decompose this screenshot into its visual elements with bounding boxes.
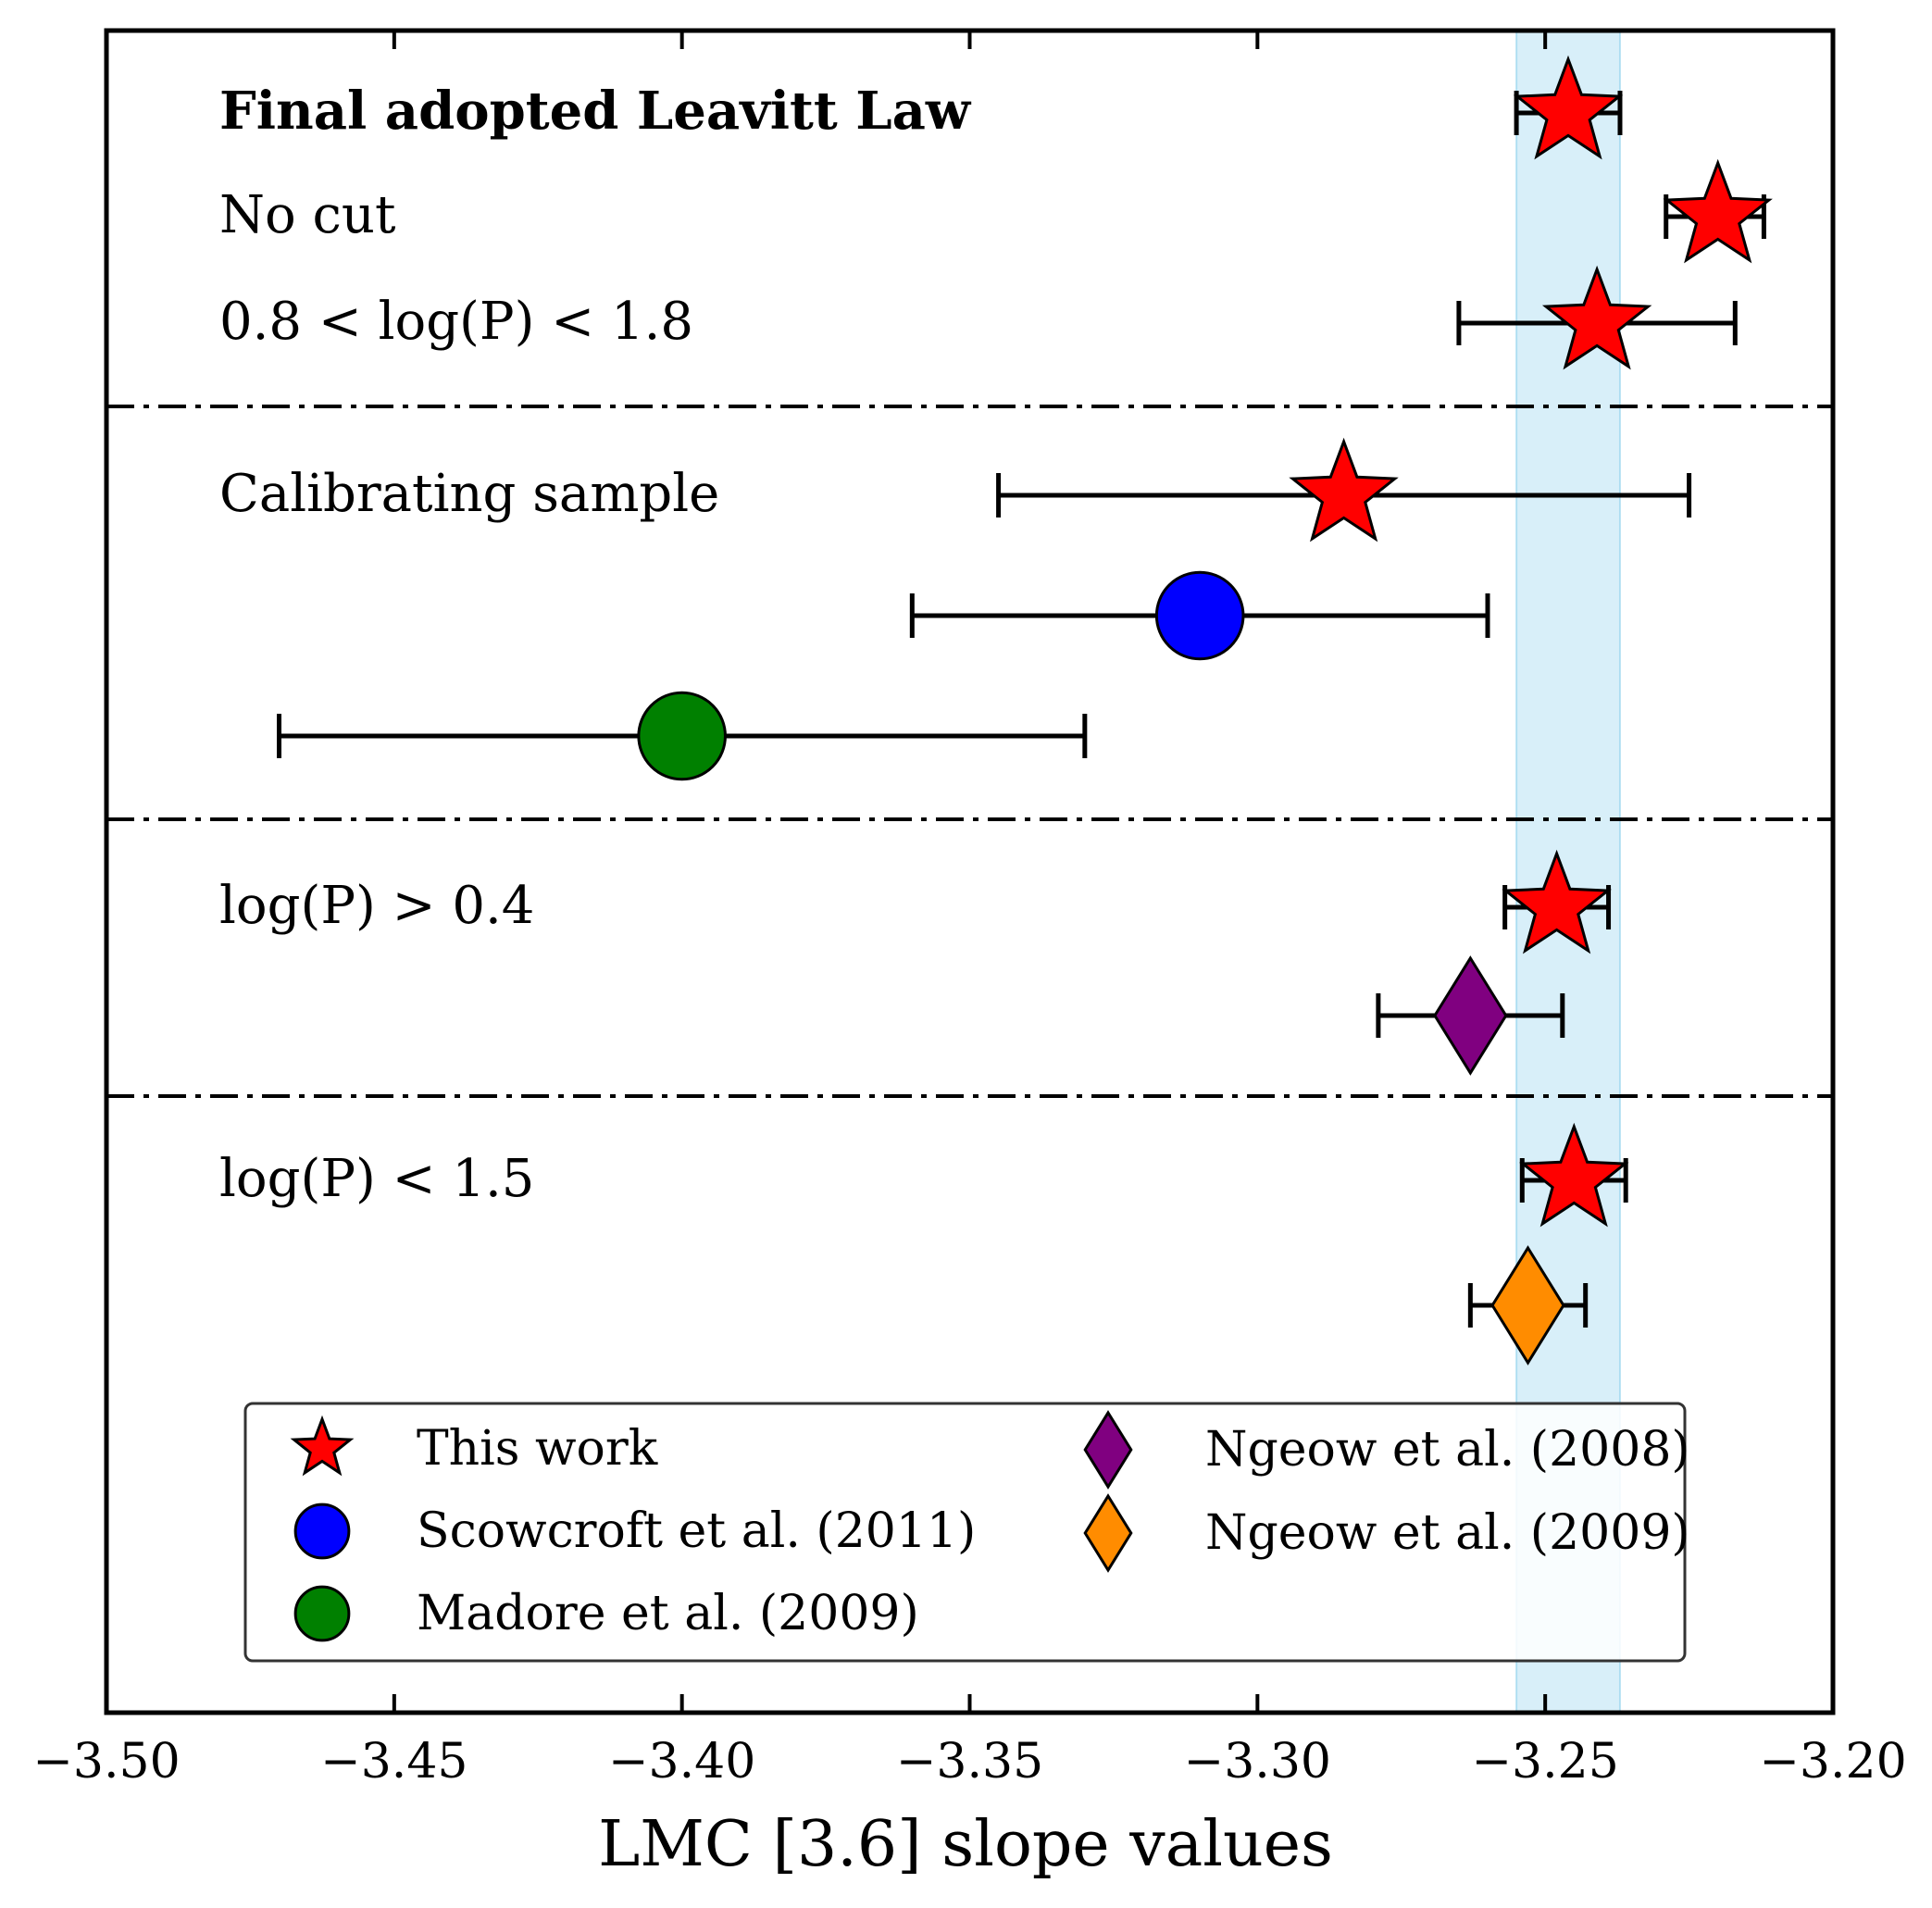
data-point-1 <box>1663 158 1773 264</box>
marker-0 <box>1513 55 1624 160</box>
legend-label-3: Ngeow et al. (2008) <box>1205 1422 1690 1478</box>
x-axis: −3.50 −3.45 −3.40 −3.35 −3.30 −3.25 −3.20 <box>32 28 1907 1790</box>
section-separators <box>106 405 1833 1098</box>
data-point-3 <box>996 437 1692 542</box>
data-point-2 <box>1456 265 1738 370</box>
data-point-9 <box>1467 1245 1589 1366</box>
x-tick-label-0: −3.50 <box>32 1734 180 1790</box>
marker-9 <box>1490 1245 1565 1366</box>
x-tick-label-2: −3.40 <box>608 1734 755 1790</box>
legend-entry-2: Madore et al. (2009) <box>293 1585 919 1642</box>
legend-marker-4 <box>1083 1493 1133 1573</box>
legend-marker-3 <box>1083 1410 1133 1490</box>
annotation-lt15: log(P) < 1.5 <box>219 1149 534 1209</box>
section-annotations: Final adopted Leavitt Law No cut 0.8 < log… <box>219 81 972 1209</box>
legend: This work Scowcroft et al. (2011) Madore e… <box>243 1402 1690 1663</box>
marker-1 <box>1663 158 1773 264</box>
x-axis-label: LMC [3.6] slope values <box>598 1808 1333 1881</box>
legend-marker-0 <box>290 1415 355 1477</box>
legend-label-1: Scowcroft et al. (2011) <box>417 1503 976 1559</box>
data-point-4 <box>909 570 1490 661</box>
data-point-6 <box>1502 849 1612 954</box>
legend-entry-4: Ngeow et al. (2009) <box>1083 1493 1690 1573</box>
marker-4 <box>1154 570 1245 661</box>
legend-label-4: Ngeow et al. (2009) <box>1205 1505 1690 1561</box>
data-point-7 <box>1376 955 1565 1076</box>
marker-6 <box>1502 849 1612 954</box>
x-tick-label-4: −3.30 <box>1184 1734 1331 1790</box>
x-tick-label-6: −3.20 <box>1759 1734 1906 1790</box>
legend-entry-1: Scowcroft et al. (2011) <box>293 1503 976 1560</box>
annotation-range: 0.8 < log(P) < 1.8 <box>219 292 693 352</box>
marker-8 <box>1519 1122 1629 1228</box>
data-point-5 <box>277 691 1088 781</box>
marker-5 <box>637 691 727 781</box>
data-points <box>277 55 1773 1366</box>
legend-marker-1 <box>293 1503 351 1560</box>
legend-frame <box>243 1402 1687 1663</box>
legend-label-0: This work <box>417 1421 658 1477</box>
annotation-final: Final adopted Leavitt Law <box>219 81 972 142</box>
marker-2 <box>1541 265 1652 370</box>
data-point-8 <box>1519 1122 1629 1228</box>
marker-7 <box>1433 955 1508 1076</box>
annotation-calib: Calibrating sample <box>219 464 719 524</box>
marker-3 <box>1289 437 1399 542</box>
annotation-gt04: log(P) > 0.4 <box>219 876 534 936</box>
data-point-0 <box>1513 55 1624 160</box>
legend-marker-2 <box>293 1585 351 1642</box>
legend-label-2: Madore et al. (2009) <box>417 1586 919 1641</box>
annotation-nocut: No cut <box>219 185 396 245</box>
x-tick-label-1: −3.45 <box>320 1734 467 1790</box>
x-tick-label-5: −3.25 <box>1471 1734 1618 1790</box>
legend-entry-3: Ngeow et al. (2008) <box>1083 1410 1690 1490</box>
x-tick-label-3: −3.35 <box>896 1734 1043 1790</box>
legend-entry-0: This work <box>290 1415 658 1477</box>
